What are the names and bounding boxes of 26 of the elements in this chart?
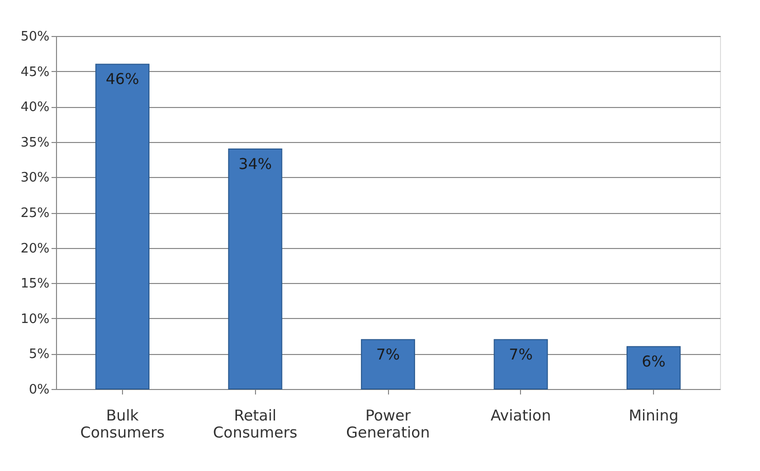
bar	[626, 346, 681, 390]
y-tick-label: 20%	[20, 241, 50, 256]
y-tick-label: 25%	[20, 206, 50, 221]
data-label: 7%	[376, 346, 400, 364]
data-label: 6%	[642, 352, 666, 371]
x-tick-label: Bulk Consumers	[80, 406, 165, 442]
bar	[494, 339, 548, 390]
data-label: 46%	[106, 70, 140, 88]
y-tick-label: 30%	[20, 170, 50, 186]
x-tick-label: Retail Consumers	[213, 406, 298, 442]
y-tick-label: 45%	[20, 64, 50, 80]
y-tick-label: 10%	[20, 312, 50, 327]
bar	[228, 148, 282, 390]
y-tick-label: 35%	[20, 135, 50, 150]
x-tick-label: Mining	[628, 406, 679, 424]
y-tick-label: 5%	[28, 347, 50, 362]
y-tick-label: 50%	[20, 30, 50, 44]
x-tick-label: Power Generation	[346, 406, 430, 442]
data-label: 7%	[508, 346, 533, 364]
bar	[360, 339, 416, 390]
y-tick-label: 15%	[20, 276, 50, 292]
x-tick-label: Aviation	[490, 406, 551, 424]
y-tick-label: 40%	[20, 100, 50, 116]
y-tick-label: 0%	[28, 382, 50, 398]
data-label: 34%	[238, 154, 272, 173]
bar	[95, 64, 150, 390]
